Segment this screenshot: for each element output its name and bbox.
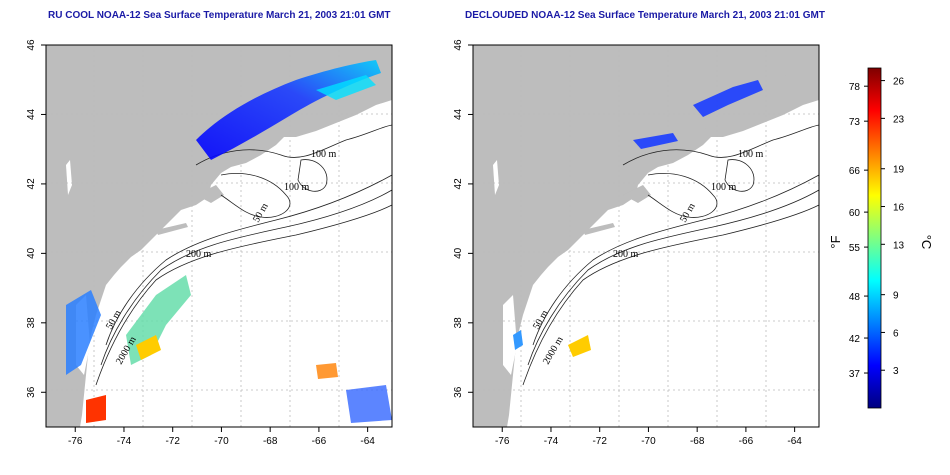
celsius-tick-label: 6 <box>893 328 899 339</box>
sst-declouded-swath-north <box>693 80 763 117</box>
celsius-tick-label: 13 <box>893 240 905 251</box>
lon-tick-label: -70 <box>641 436 656 447</box>
lon-tick-label: -66 <box>312 436 327 447</box>
fahrenheit-tick-label: 48 <box>849 292 861 303</box>
lon-tick-label: -74 <box>544 436 559 447</box>
fahrenheit-tick-label: 42 <box>849 334 861 345</box>
lon-tick-label: -72 <box>592 436 607 447</box>
right-axes: -76 -74 -72 -70 -68 -66 -64 36 38 40 42 44 46 <box>453 39 802 447</box>
lat-tick-label: 46 <box>453 39 464 51</box>
lat-tick-label: 36 <box>453 386 464 398</box>
sst-eddy-patch <box>316 363 338 379</box>
celsius-tick-label: 26 <box>893 77 905 88</box>
contour-label-200m: 200 m <box>186 249 212 260</box>
celsius-tick-label: 19 <box>893 165 905 176</box>
colorbar-gradient <box>867 67 882 409</box>
sst-declouded-swath-coast <box>633 133 678 149</box>
celsius-tick-label: 3 <box>893 366 899 377</box>
sst-offshore-patch <box>346 385 392 423</box>
lat-tick-label: 42 <box>453 178 464 190</box>
contour-label-100m-2: 100 m <box>711 182 737 193</box>
lon-tick-label: -76 <box>495 436 510 447</box>
lon-tick-label: -74 <box>117 436 132 447</box>
lon-tick-label: -76 <box>68 436 83 447</box>
colorbar: 3 6 9 13 16 19 23 26 37 42 48 55 60 66 73 78 °F °C <box>828 67 934 409</box>
sst-warm-patch <box>136 335 161 360</box>
lat-tick-label: 40 <box>26 247 37 259</box>
fahrenheit-tick-label: 60 <box>849 208 861 219</box>
fahrenheit-label: °F <box>828 235 843 248</box>
fahrenheit-tick-label: 37 <box>849 369 861 380</box>
lon-tick-label: -68 <box>690 436 705 447</box>
celsius-label: °C <box>919 235 934 250</box>
right-map-panel: 100 m 100 m 50 m 200 m 50 m 2000 m -76 -7… <box>453 39 820 447</box>
contour-label-100m: 100 m <box>738 149 764 160</box>
colorbar-ticks: 3 6 9 13 16 19 23 26 37 42 48 55 60 66 73 78 <box>849 77 905 380</box>
sst-swath-coastal <box>66 290 101 375</box>
contour-label-200m: 200 m <box>613 249 639 260</box>
left-axes: -76 -74 -72 -70 -68 -66 -64 36 38 40 42 44 46 <box>26 39 375 447</box>
lat-tick-label: 36 <box>26 386 37 398</box>
fahrenheit-tick-label: 66 <box>849 166 861 177</box>
fahrenheit-tick-label: 73 <box>849 117 861 128</box>
lat-tick-label: 42 <box>26 178 37 190</box>
lon-tick-label: -66 <box>739 436 754 447</box>
lat-tick-label: 40 <box>453 247 464 259</box>
sst-swath-scotian <box>316 75 376 100</box>
contour-label-100m: 100 m <box>311 149 337 160</box>
lon-tick-label: -64 <box>787 436 802 447</box>
lon-tick-label: -70 <box>214 436 229 447</box>
lat-tick-label: 38 <box>453 317 464 329</box>
lat-tick-label: 38 <box>26 317 37 329</box>
contour-label-100m-2: 100 m <box>284 182 310 193</box>
lat-tick-label: 44 <box>26 108 37 120</box>
celsius-tick-label: 16 <box>893 203 905 214</box>
lon-tick-label: -68 <box>263 436 278 447</box>
sst-declouded-warm-patch <box>568 335 591 357</box>
left-map-panel: 100 m 100 m 50 m 200 m 50 m 2000 m -76 -7… <box>26 39 393 447</box>
celsius-tick-label: 9 <box>893 291 899 302</box>
fahrenheit-tick-label: 78 <box>849 82 861 93</box>
sst-declouded-coastal-patch <box>513 330 523 350</box>
lat-tick-label: 46 <box>26 39 37 51</box>
lat-tick-label: 44 <box>453 108 464 120</box>
fahrenheit-tick-label: 55 <box>849 243 861 254</box>
map-title-right: DECLOUDED NOAA-12 Sea Surface Temperatur… <box>465 10 825 21</box>
left-map-frame <box>45 44 393 428</box>
lon-tick-label: -64 <box>360 436 375 447</box>
right-map-frame <box>472 44 820 428</box>
sst-gulf-stream-patch <box>86 395 106 423</box>
lon-tick-label: -72 <box>165 436 180 447</box>
celsius-tick-label: 23 <box>893 114 905 125</box>
map-title-left: RU COOL NOAA-12 Sea Surface Temperature … <box>48 10 391 21</box>
